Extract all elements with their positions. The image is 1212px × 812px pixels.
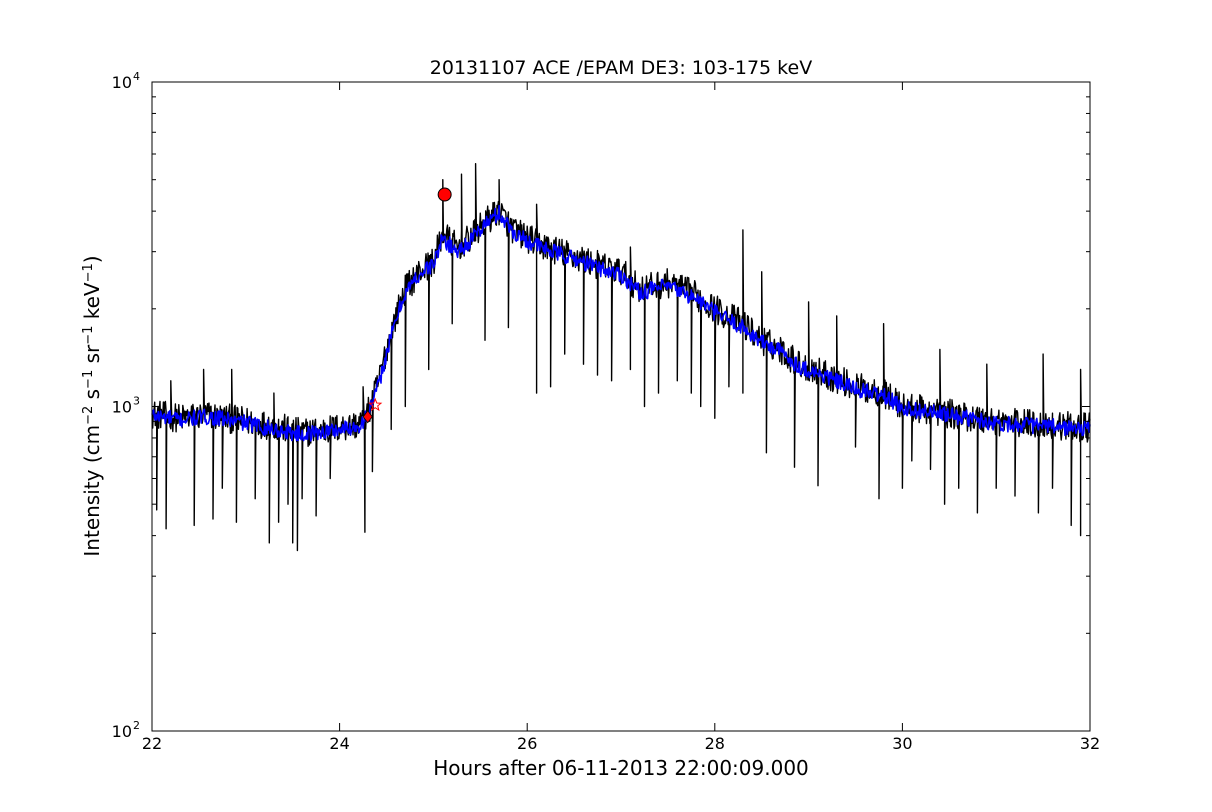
y-tick-exponent: 2 bbox=[133, 719, 140, 732]
chart-title: 20131107 ACE /EPAM DE3: 103-175 keV bbox=[430, 57, 812, 79]
y-label-sup4: −1 bbox=[81, 263, 96, 282]
y-label-sup1: −2 bbox=[81, 406, 96, 425]
marker-diamond-0 bbox=[362, 410, 373, 424]
y-label-part2: s bbox=[80, 389, 104, 406]
x-tick-label: 32 bbox=[1080, 734, 1100, 753]
marker-star-1 bbox=[368, 397, 383, 412]
x-axis-label: Hours after 06-11-2013 22:00:09.000 bbox=[433, 756, 809, 780]
y-tick-exponent: 3 bbox=[133, 395, 140, 408]
marker-circle-2 bbox=[437, 187, 452, 202]
x-tick-label: 26 bbox=[517, 734, 537, 753]
y-label-sup2: −1 bbox=[81, 370, 96, 389]
marker-layer bbox=[362, 187, 452, 424]
y-tick-label: 10 bbox=[112, 722, 132, 741]
y-tick-label: 10 bbox=[112, 398, 132, 417]
y-axis-label: Intensity (cm−2 s−1 sr−1 keV−1) bbox=[80, 255, 104, 556]
y-tick-label: 10 bbox=[112, 73, 132, 92]
y-tick-exponent: 4 bbox=[133, 70, 140, 83]
series-layer bbox=[151, 163, 1091, 552]
y-label-part4: keV bbox=[80, 282, 104, 326]
y-label-part5: ) bbox=[80, 255, 104, 263]
x-tick-label: 28 bbox=[705, 734, 725, 753]
y-label-part3: sr bbox=[80, 344, 104, 370]
y-label-part1: Intensity (cm bbox=[80, 425, 104, 557]
x-tick-label: 30 bbox=[892, 734, 912, 753]
y-label-sup3: −1 bbox=[81, 326, 96, 345]
x-tick-label: 22 bbox=[142, 734, 162, 753]
x-tick-label: 24 bbox=[329, 734, 349, 753]
series-line-smoothed bbox=[151, 204, 1091, 442]
